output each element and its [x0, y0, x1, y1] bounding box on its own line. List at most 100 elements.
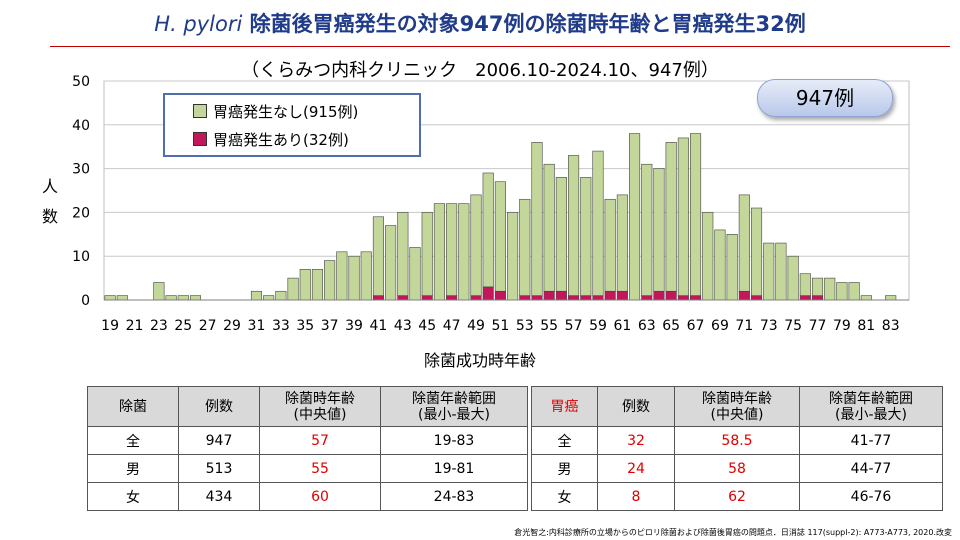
- bar-cancer: [372, 295, 384, 301]
- y-tick-label: 50: [72, 74, 90, 90]
- y-axis-label: 人数: [41, 177, 58, 226]
- table-cell: 全: [531, 426, 598, 455]
- bar-no-cancer: [311, 269, 323, 301]
- y-tick-label: 30: [72, 162, 90, 178]
- x-tick-label: 55: [540, 318, 558, 334]
- bar-no-cancer: [153, 282, 165, 301]
- bar-chart: 0 10 20 30 40 50 19 21 23 25 27 29 31 33 35 37 39 41 43 45 4…: [72, 74, 910, 334]
- x-tick-label: 43: [394, 318, 412, 334]
- bar-no-cancer: [397, 212, 409, 296]
- bar-no-cancer: [799, 273, 811, 296]
- bar-no-cancer: [433, 203, 445, 301]
- bar-no-cancer: [519, 198, 531, 296]
- x-tick-label: 67: [687, 318, 705, 334]
- y-tick-label: 0: [81, 293, 90, 309]
- bar-no-cancer: [702, 212, 714, 301]
- x-tick-label: 53: [516, 318, 534, 334]
- bar-no-cancer: [446, 203, 458, 296]
- bar-no-cancer: [592, 150, 604, 296]
- bar-no-cancer: [250, 290, 263, 301]
- eradication-table: 除菌 例数 除菌時年齢 (中央値) 除菌年齢範囲 (最小-最大) 全 947 5…: [87, 386, 528, 511]
- bar-no-cancer: [360, 251, 372, 301]
- table-row: 男 513 55 19-81: [87, 454, 528, 483]
- page-title: H. pylori 除菌後胃癌発生の対象947例の除菌時年齢と胃癌発生32例: [0, 8, 960, 38]
- table-cell: 19-81: [380, 454, 528, 483]
- bar-no-cancer: [116, 295, 128, 301]
- table-row: 男 24 58 44-77: [531, 454, 943, 483]
- bar-no-cancer: [811, 277, 824, 296]
- x-tick-label: 63: [638, 318, 656, 334]
- bar-no-cancer: [738, 194, 750, 292]
- table-cell: 57: [259, 426, 381, 455]
- table-cell: 58.5: [674, 426, 800, 455]
- bar-no-cancer: [750, 207, 763, 296]
- y-tick-label: 20: [72, 205, 90, 221]
- bar-no-cancer: [714, 229, 726, 301]
- bar-no-cancer: [885, 295, 897, 301]
- bar-no-cancer: [775, 242, 787, 301]
- bar-no-cancer: [348, 255, 360, 301]
- bar-no-cancer: [275, 290, 287, 301]
- chart-subtitle: （くらみつ内科クリニック 2006.10-2024.10、947例）: [241, 60, 719, 81]
- chart-legend: 胃癌発生なし(915例) 胃癌発生あり(32例): [163, 93, 421, 157]
- bar-no-cancer: [653, 168, 665, 292]
- table-row: 全 947 57 19-83: [87, 426, 528, 455]
- bar-no-cancer: [629, 133, 641, 301]
- legend-swatch-cancer: [193, 132, 207, 146]
- table-cell: 32: [597, 426, 675, 455]
- bar-cancer: [421, 295, 433, 301]
- bar-no-cancer: [409, 247, 421, 301]
- bar-no-cancer: [336, 251, 348, 301]
- x-tick-label: 21: [126, 318, 144, 334]
- header-cell: 例数: [597, 386, 675, 427]
- header-cell: 除菌時年齢 (中央値): [674, 386, 800, 427]
- bar-cancer: [811, 295, 824, 301]
- header-cell: 除菌年齢範囲 (最小-最大): [380, 386, 528, 427]
- x-tick-label: 19: [101, 318, 119, 334]
- x-tick-label: 81: [857, 318, 875, 334]
- bar-no-cancer: [165, 295, 177, 301]
- bar-no-cancer: [482, 172, 494, 288]
- bar-no-cancer: [324, 260, 336, 301]
- bar-no-cancer: [531, 142, 543, 296]
- bar-cancer: [750, 295, 763, 301]
- bar-no-cancer: [507, 212, 519, 301]
- table-cell: 60: [259, 482, 381, 511]
- bar-no-cancer: [641, 163, 653, 296]
- table-cell: 男: [87, 454, 179, 483]
- table-cell: 19-83: [380, 426, 528, 455]
- x-tick-label: 33: [272, 318, 290, 334]
- bar-no-cancer: [385, 225, 397, 301]
- bar-cancer: [604, 290, 616, 301]
- x-tick-label: 25: [174, 318, 192, 334]
- bar-no-cancer: [470, 194, 482, 296]
- header-cell: 除菌年齢範囲 (最小-最大): [799, 386, 943, 427]
- header-cell: 胃癌: [531, 386, 598, 427]
- table-cell: 44-77: [799, 454, 943, 483]
- table-cell: 513: [178, 454, 260, 483]
- bar-no-cancer: [690, 133, 702, 296]
- bar-no-cancer: [372, 216, 384, 296]
- bar-cancer: [738, 290, 750, 301]
- x-tick-label: 69: [711, 318, 729, 334]
- table-cell: 8: [597, 482, 675, 511]
- x-tick-label: 45: [418, 318, 436, 334]
- x-tick-label: 35: [296, 318, 314, 334]
- table-cell: 55: [259, 454, 381, 483]
- header-cell: 除菌時年齢 (中央値): [259, 386, 381, 427]
- count-badge: 947例: [757, 79, 893, 117]
- x-tick-label: 49: [467, 318, 485, 334]
- table-cell: 947: [178, 426, 260, 455]
- legend-item-cancer: 胃癌発生あり(32例): [193, 129, 349, 150]
- title-divider: [50, 46, 950, 47]
- header-cell: 除菌: [87, 386, 179, 427]
- legend-label-cancer: 胃癌発生あり(32例): [213, 131, 349, 149]
- bar-no-cancer: [104, 295, 116, 301]
- table-cell: 24: [597, 454, 675, 483]
- x-tick-label: 23: [150, 318, 168, 334]
- bar-cancer: [690, 295, 702, 301]
- bar-cancer: [543, 290, 555, 301]
- title-prefix: H. pylori: [154, 12, 243, 36]
- x-tick-label: 41: [370, 318, 388, 334]
- x-tick-label: 73: [760, 318, 778, 334]
